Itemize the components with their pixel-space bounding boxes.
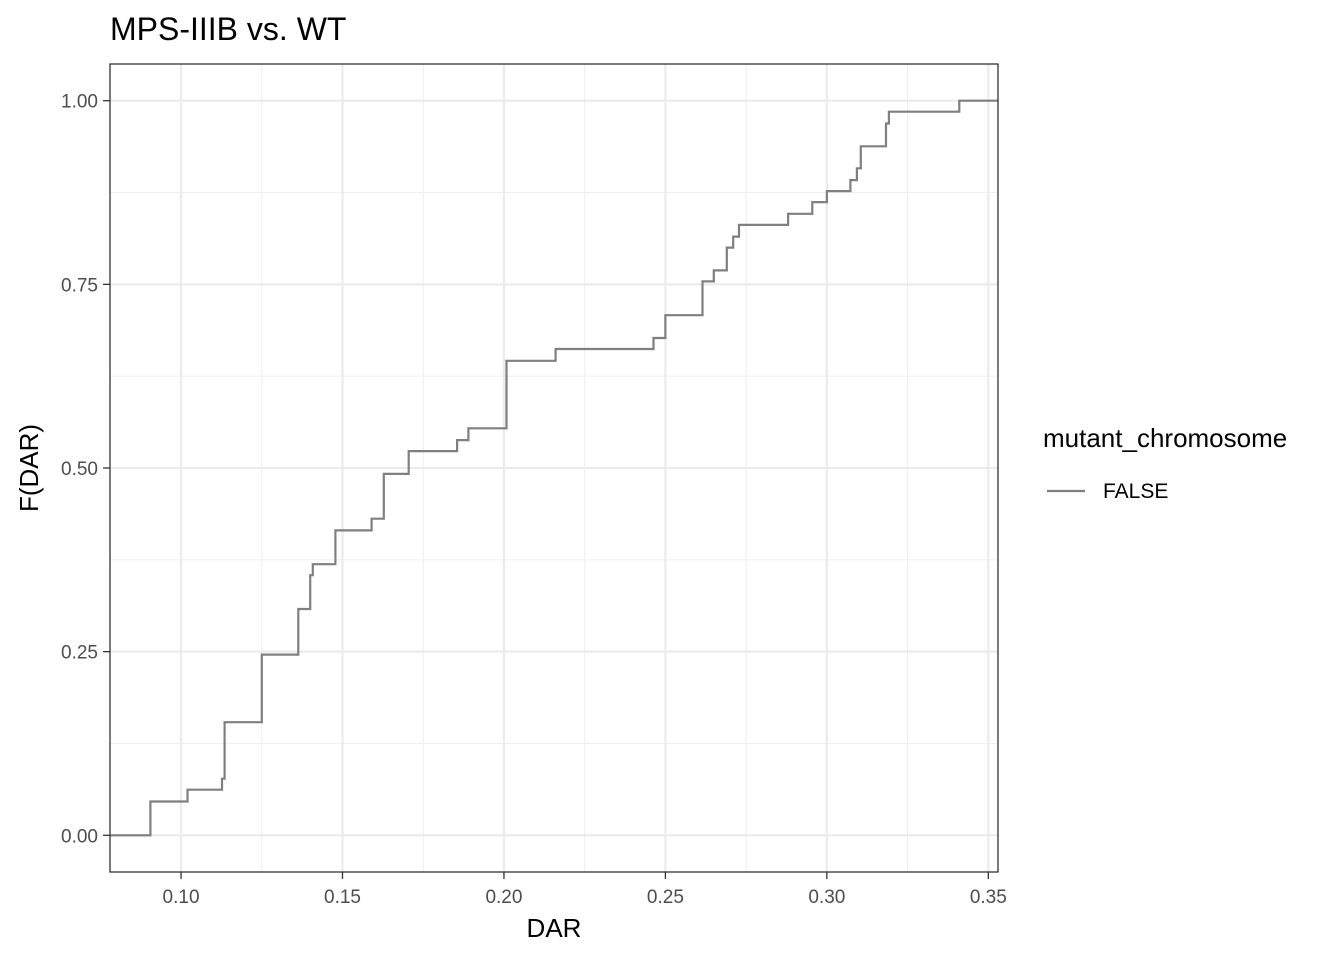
- y-tick-label: 0.50: [61, 459, 98, 480]
- y-tick-label: 0.75: [61, 275, 98, 296]
- legend: mutant_chromosome FALSE: [1043, 423, 1287, 503]
- grid-major: [110, 64, 998, 872]
- legend-title: mutant_chromosome: [1043, 423, 1287, 453]
- x-tick-label: 0.25: [647, 887, 684, 908]
- y-tick-label: 0.00: [61, 826, 98, 847]
- y-tick-label: 0.25: [61, 643, 98, 664]
- x-tick-label: 0.10: [163, 887, 200, 908]
- x-axis-ticks: 0.10 0.15 0.20 0.25 0.30 0.35: [163, 872, 1007, 908]
- legend-label-false: FALSE: [1103, 480, 1168, 503]
- y-axis-ticks: 0.00 0.25 0.50 0.75 1.00: [61, 92, 110, 847]
- x-tick-label: 0.20: [485, 887, 522, 908]
- x-tick-label: 0.35: [970, 887, 1007, 908]
- x-axis-title: DAR: [527, 913, 582, 943]
- series-layer: [110, 99, 998, 837]
- x-tick-label: 0.15: [324, 887, 361, 908]
- chart-title: MPS-IIIB vs. WT: [110, 11, 346, 47]
- series-line-false: [110, 99, 998, 837]
- x-tick-label: 0.30: [808, 887, 845, 908]
- y-tick-label: 1.00: [61, 92, 98, 113]
- y-axis-title: F(DAR): [14, 424, 44, 512]
